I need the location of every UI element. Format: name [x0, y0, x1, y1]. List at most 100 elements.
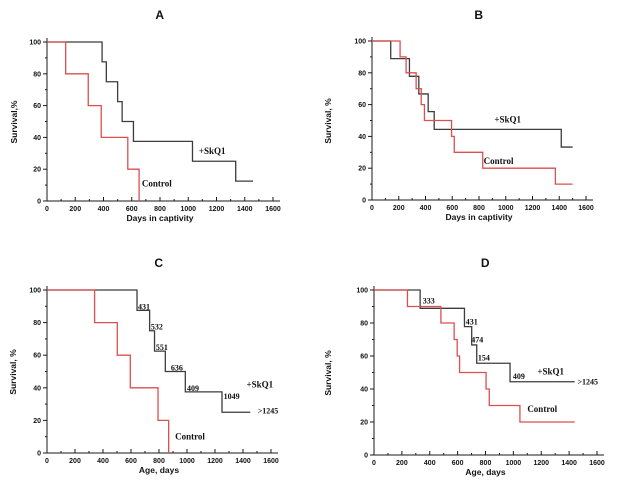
x-tick-label: 0: [370, 205, 374, 212]
step-annotation: 333: [423, 297, 435, 306]
series-label-skq1: +SkQ1: [494, 115, 521, 125]
series-label-skq1: +SkQ1: [537, 367, 564, 377]
x-tick-label: 800: [480, 460, 492, 467]
y-tick-label: 80: [33, 71, 41, 78]
y-tick-label: 60: [33, 353, 41, 360]
panel-c-xlabel: Age, days: [138, 465, 180, 475]
series-label-skq1: +SkQ1: [199, 146, 226, 156]
x-tick-label: 0: [45, 458, 49, 465]
x-tick-label: 600: [125, 458, 137, 465]
x-tick-label: 1000: [506, 460, 522, 467]
panel-c-title: C: [154, 256, 164, 270]
x-tick-label: 600: [452, 460, 464, 467]
step-annotation: 532: [151, 323, 163, 332]
curve-control: [47, 41, 140, 201]
plot-d: 0 200 400 600 800 1000 1200 1400 1600 0 20 40 60 80 10…: [356, 286, 605, 467]
x-tick-label: 200: [69, 206, 81, 213]
y-tick-label: 20: [33, 418, 41, 425]
x-tick-label: 1200: [525, 205, 541, 212]
step-annotation: 1049: [224, 392, 240, 401]
step-annotation: 431: [138, 302, 150, 311]
x-tick-label: 800: [153, 458, 165, 465]
curve-control: [374, 289, 575, 423]
y-tick-label: 100: [29, 288, 41, 295]
x-tick-label: 600: [126, 206, 138, 213]
x-tick-label: 1400: [561, 460, 577, 467]
y-tick-label: 0: [37, 199, 41, 206]
x-tick-label: 1000: [498, 205, 514, 212]
panel-b-title: B: [474, 8, 484, 22]
panel-a-title: A: [155, 8, 165, 22]
x-tick-label: 1000: [179, 458, 195, 465]
series-label-control: Control: [175, 432, 205, 442]
y-tick-label: 60: [360, 354, 368, 361]
y-tick-label: 80: [33, 320, 41, 327]
panel-a-ylabel: Survival,%: [9, 100, 19, 143]
plot-c: 0 200 400 600 800 1000 1200 1400 1600 0 20 40 60 80 10…: [29, 286, 279, 465]
y-tick-label: 20: [360, 420, 368, 427]
step-annotation: 409: [187, 384, 199, 393]
step-annotation: 474: [471, 336, 483, 345]
y-tick-label: 100: [356, 288, 368, 295]
x-tick-label: 0: [372, 460, 376, 467]
y-tick-label: 0: [37, 451, 41, 458]
x-tick-label: 0: [45, 206, 49, 213]
y-tick-label: 40: [360, 387, 368, 394]
x-tick-label: 200: [393, 205, 405, 212]
x-tick-label: 1400: [551, 205, 567, 212]
x-tick-label: 1200: [207, 458, 223, 465]
y-tick-label: 20: [33, 167, 41, 174]
x-tick-label: 200: [69, 458, 81, 465]
x-tick-label: 1400: [235, 458, 251, 465]
curve-skq1: [47, 289, 251, 413]
step-annotation: 431: [466, 317, 478, 326]
panel-c-ylabel: Survival, %: [8, 348, 18, 395]
curve-control: [372, 40, 573, 185]
curve-skq1: [47, 41, 254, 182]
x-tick-label: 1600: [265, 206, 281, 213]
panel-d-xlabel: Age, days: [465, 467, 506, 477]
y-tick-label: 80: [360, 321, 368, 328]
step-annotation: 409: [513, 372, 525, 381]
y-tick-label: 80: [358, 70, 366, 77]
step-annotation: 636: [171, 363, 183, 372]
step-annotation: 551: [156, 343, 168, 352]
x-tick-label: 800: [473, 205, 485, 212]
step-annotation: 154: [478, 354, 490, 363]
x-tick-label: 1200: [209, 206, 225, 213]
y-tick-label: 40: [33, 385, 41, 392]
panel-d-title: D: [480, 256, 491, 270]
y-tick-label: 60: [358, 102, 366, 109]
plot-b: 0 200 400 600 800 1000 1200 1400 1600 0 20 40 60 80 10…: [354, 37, 594, 212]
panel-b-ylabel: Survival, %: [323, 97, 333, 144]
series-label-skq1: +SkQ1: [247, 380, 274, 390]
x-tick-label: 1600: [263, 458, 279, 465]
panel-a-xlabel: Days in captivity: [126, 213, 194, 223]
y-tick-label: 0: [362, 198, 366, 205]
step-annotation: >1245: [577, 378, 598, 387]
x-tick-label: 1600: [578, 205, 594, 212]
series-label-control: Control: [484, 156, 514, 166]
panel-b: 0 200 400 600 800 1000 1200 1400 1600 0 20 40 60 80 10…: [312, 0, 624, 248]
x-tick-label: 400: [424, 460, 436, 467]
panel-d-ylabel: Survival, %: [323, 349, 333, 396]
x-tick-label: 200: [396, 460, 408, 467]
series-label-control: Control: [142, 179, 172, 189]
y-tick-label: 60: [33, 103, 41, 110]
x-tick-label: 400: [420, 205, 432, 212]
x-tick-label: 1600: [589, 460, 605, 467]
curve-control: [47, 289, 170, 453]
y-tick-label: 0: [364, 453, 368, 460]
panel-c: 0 200 400 600 800 1000 1200 1400 1600 0 20 40 60 80 10…: [0, 248, 312, 496]
x-tick-label: 1000: [180, 206, 196, 213]
curve-skq1: [372, 40, 573, 148]
panel-b-xlabel: Days in captivity: [445, 212, 513, 222]
x-tick-label: 600: [446, 205, 458, 212]
x-tick-label: 400: [97, 458, 109, 465]
x-tick-label: 1200: [533, 460, 549, 467]
y-tick-label: 40: [33, 135, 41, 142]
panel-a: 0 200 400 600 800 1000 1200 1400 1600 0 20 40 60 80 10…: [0, 0, 312, 248]
curve-skq1: [374, 289, 575, 383]
step-annotation: >1245: [258, 407, 279, 416]
y-tick-label: 40: [358, 134, 366, 141]
